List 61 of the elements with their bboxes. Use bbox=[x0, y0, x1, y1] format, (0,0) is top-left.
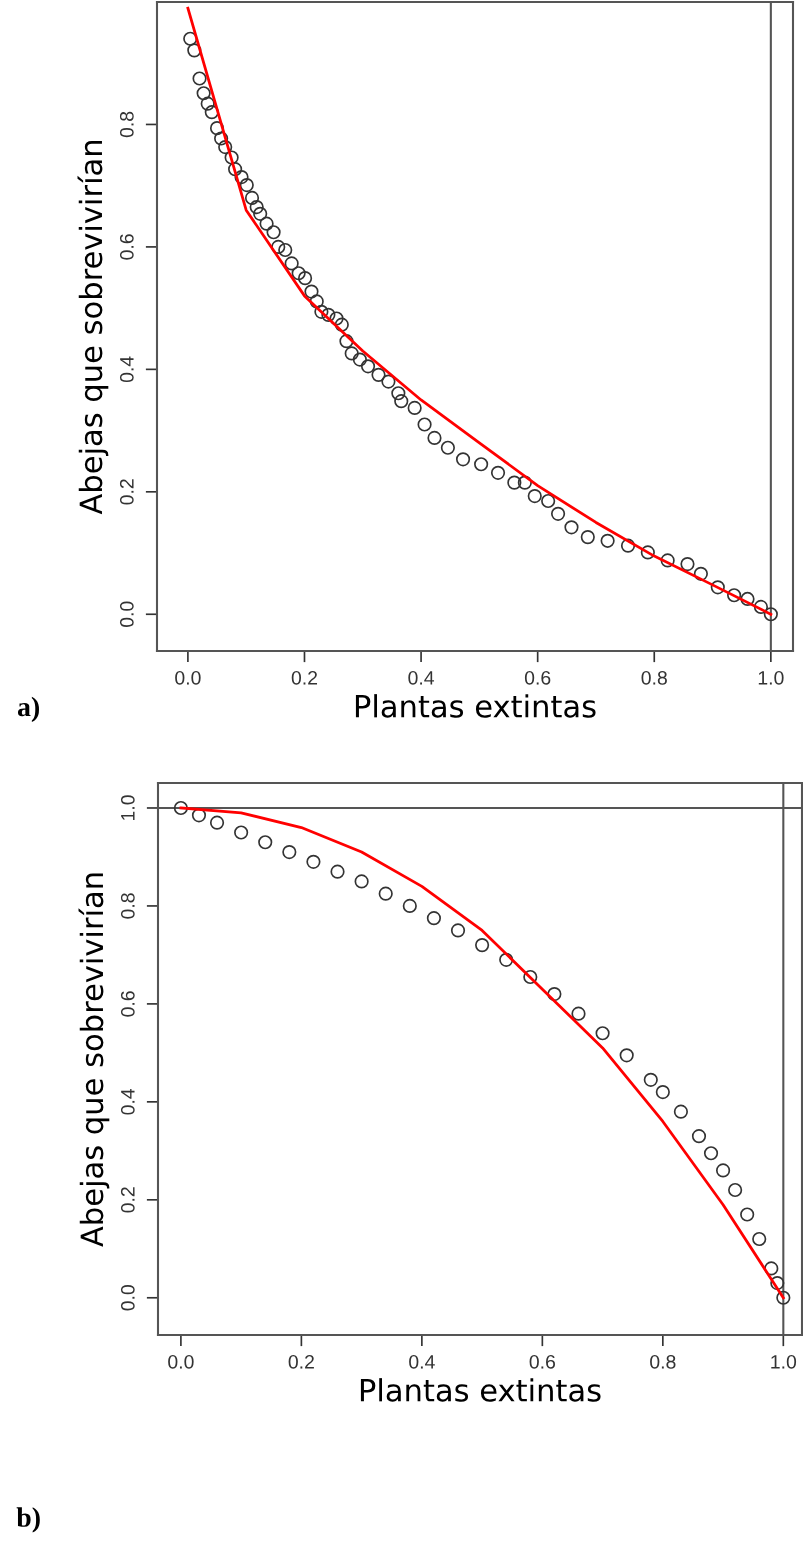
y-tick-label: 0.6 bbox=[119, 234, 134, 260]
point bbox=[191, 808, 207, 823]
y-tick-label: 1.0 bbox=[120, 795, 135, 821]
point bbox=[715, 1163, 731, 1178]
y-tick-label: 0.0 bbox=[119, 601, 134, 628]
point bbox=[402, 898, 417, 914]
x-tick-label: 0.0 bbox=[175, 670, 201, 685]
point bbox=[258, 835, 273, 850]
y-tick-label: 0.8 bbox=[120, 893, 135, 919]
x-axis-title: Plantas extintas bbox=[360, 1378, 601, 1402]
x-tick-label: 0.6 bbox=[529, 1354, 556, 1369]
point bbox=[354, 874, 369, 889]
x-tick-label: 0.2 bbox=[291, 670, 318, 685]
x-tick-label: 0.2 bbox=[288, 1354, 314, 1369]
point bbox=[306, 854, 321, 869]
point bbox=[703, 1146, 719, 1161]
point bbox=[770, 1275, 785, 1291]
y-axis-title: Abejas que sobrevivirían bbox=[77, 141, 109, 515]
x-tick-label: 1.0 bbox=[771, 1354, 797, 1369]
y-tick-label: 0.0 bbox=[120, 1285, 135, 1311]
text: b) bbox=[16, 1507, 40, 1533]
point bbox=[740, 1207, 755, 1222]
y-tick-label: 0.4 bbox=[120, 1088, 135, 1115]
point bbox=[173, 800, 188, 816]
y-axis-title: Abejas que sobrevivirían bbox=[78, 873, 110, 1247]
x-tick-label: 0.8 bbox=[641, 670, 667, 685]
point bbox=[475, 938, 490, 953]
point bbox=[499, 952, 514, 967]
y-tick-label: 0.6 bbox=[120, 991, 135, 1017]
point bbox=[752, 1231, 767, 1247]
x-tick-label: 0.8 bbox=[650, 1354, 676, 1369]
point bbox=[547, 987, 562, 1002]
text: a) bbox=[17, 696, 39, 723]
y-tick-label: 0.4 bbox=[119, 356, 134, 383]
y-tick-label: 0.2 bbox=[120, 1187, 135, 1213]
x-tick-label: 0.6 bbox=[524, 670, 551, 685]
x-tick-label: 0.0 bbox=[168, 1354, 194, 1369]
point bbox=[209, 815, 225, 830]
point bbox=[619, 1048, 634, 1063]
point bbox=[571, 1006, 586, 1021]
point bbox=[234, 825, 249, 840]
point bbox=[523, 969, 538, 985]
point bbox=[282, 844, 297, 860]
x-tick-label: 1.0 bbox=[758, 670, 784, 685]
point bbox=[691, 1129, 707, 1144]
point bbox=[673, 1104, 688, 1119]
point bbox=[776, 1290, 791, 1305]
point bbox=[595, 1026, 610, 1041]
point bbox=[330, 864, 345, 879]
point bbox=[426, 911, 441, 926]
y-tick-label: 0.2 bbox=[119, 479, 134, 505]
y-tick-label: 0.8 bbox=[119, 111, 134, 138]
x-tick-label: 0.4 bbox=[408, 670, 435, 685]
point bbox=[643, 1072, 658, 1087]
x-tick-label: 0.4 bbox=[409, 1354, 435, 1369]
point bbox=[450, 923, 466, 938]
point bbox=[764, 1261, 779, 1276]
point bbox=[655, 1084, 670, 1100]
point bbox=[728, 1182, 743, 1198]
x-axis-title: Plantas extintas bbox=[355, 694, 596, 718]
point bbox=[378, 886, 393, 901]
